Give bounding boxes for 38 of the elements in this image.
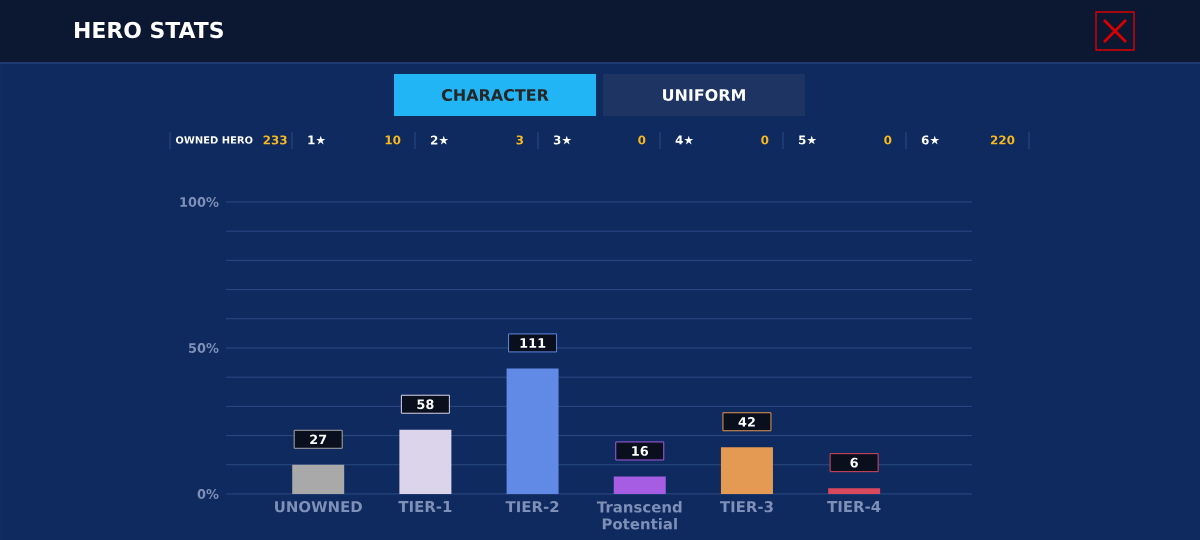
y-tick-label: 0% [197, 489, 219, 499]
text: 10 [385, 135, 401, 145]
bar [292, 464, 345, 494]
bar [613, 476, 666, 494]
x-tick-label: Transcend Potential [596, 501, 682, 530]
bar [399, 429, 452, 494]
bar [828, 488, 881, 494]
annotation: 6 [850, 457, 858, 468]
text: 4★ [675, 135, 694, 145]
text: CHARACTER [441, 88, 549, 102]
text: 233 [263, 135, 287, 145]
text: 220 [990, 135, 1015, 145]
y-tick-label: 50% [188, 343, 219, 353]
x-tick-label: TIER-3 [719, 501, 773, 513]
bar [720, 447, 773, 494]
text: 0 [761, 135, 769, 145]
text: 1★ [308, 135, 326, 145]
annotation: 42 [738, 416, 755, 427]
x-tick-label: UNOWNED [275, 501, 362, 513]
text: 5★ [798, 135, 817, 145]
text: 6★ [921, 135, 940, 145]
text: 0 [638, 135, 646, 145]
text: 3★ [553, 135, 572, 145]
x-tick-label: TIER-2 [505, 501, 559, 513]
text: OWNED HERO [175, 136, 253, 144]
x-tick-label: TIER-1 [398, 501, 452, 512]
annotation: 27 [310, 434, 327, 445]
annotation: 58 [417, 399, 434, 410]
text: 2★ [430, 135, 449, 145]
text: 3 [516, 135, 524, 145]
annotation: 16 [632, 446, 649, 456]
chart-title: HERO STATS [75, 21, 223, 39]
text: 0 [884, 135, 892, 145]
x-tick-label: TIER-4 [827, 501, 881, 512]
annotation: 111 [520, 338, 546, 348]
text: UNIFORM [663, 88, 745, 102]
bar [506, 368, 559, 494]
y-tick-label: 100% [180, 197, 219, 207]
